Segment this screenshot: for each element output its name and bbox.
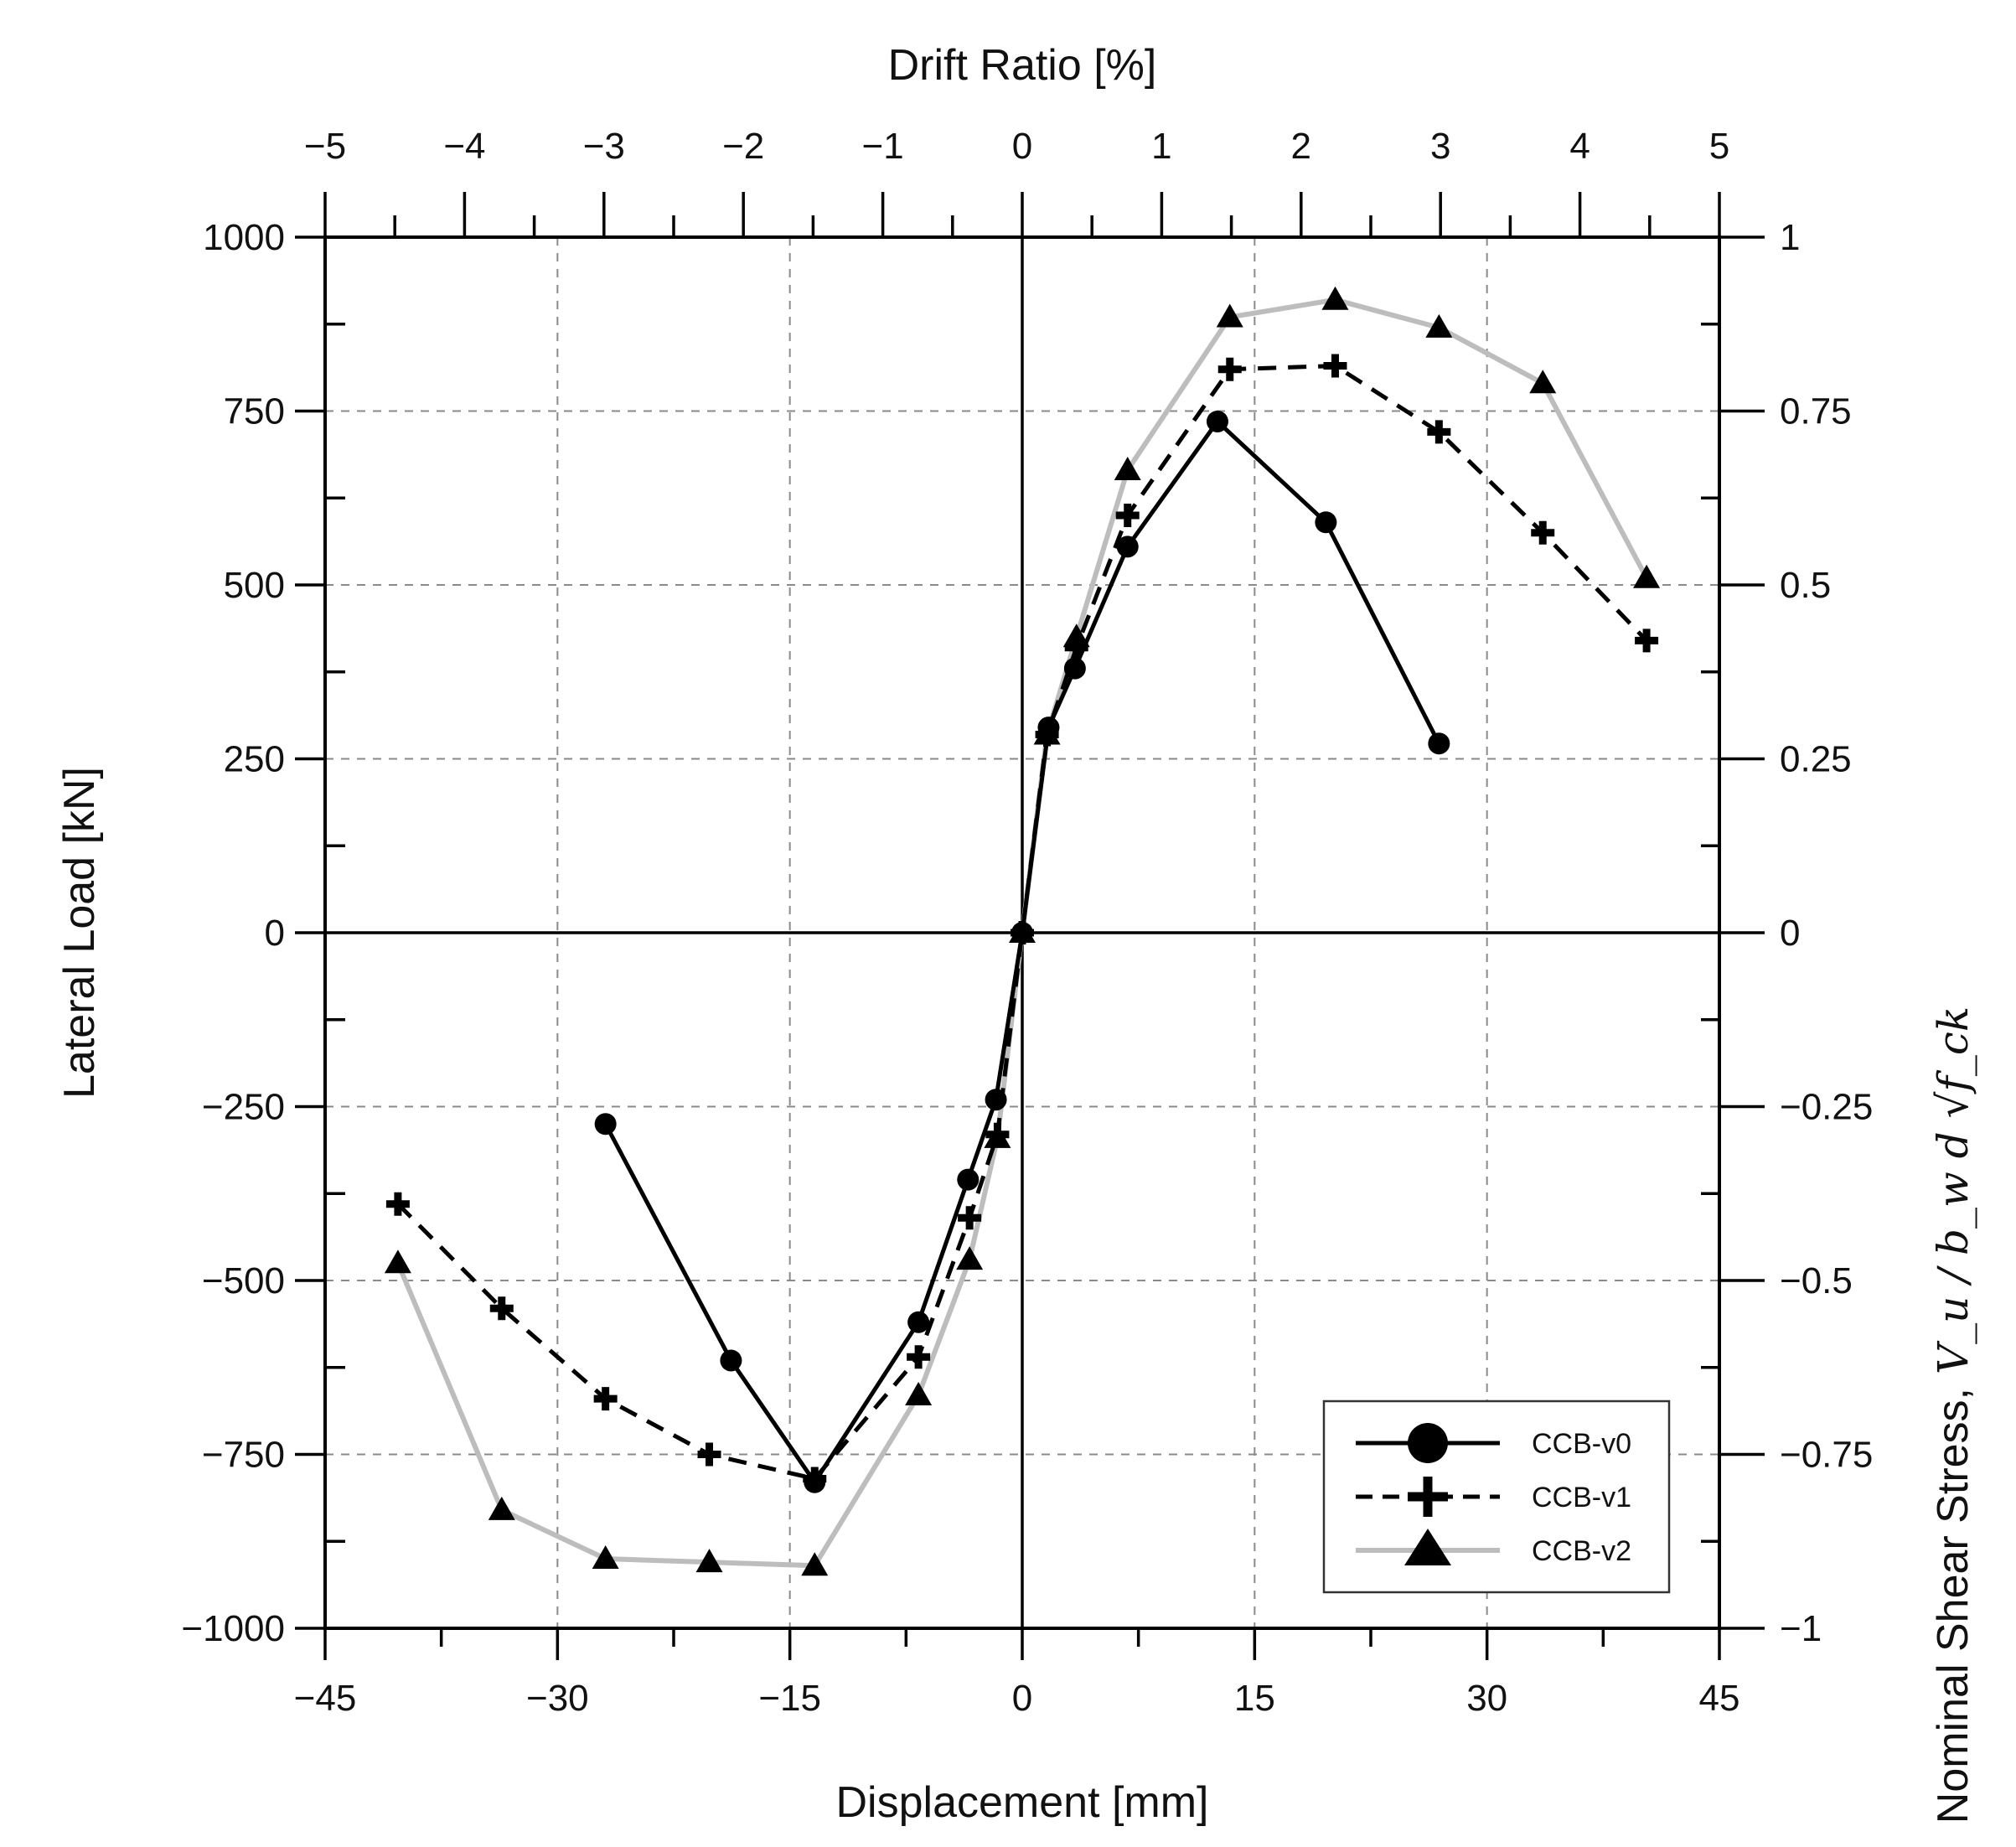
y-tick-label: 500	[224, 565, 285, 606]
data-point-ccb-v1	[1217, 357, 1242, 381]
data-point-ccb-v1	[1323, 354, 1347, 378]
data-point-ccb-v0	[907, 1311, 930, 1333]
data-point-ccb-v0	[594, 1113, 617, 1136]
data-point-ccb-v2	[488, 1496, 515, 1520]
x-tick-label: −45	[294, 1678, 357, 1719]
data-point-ccb-v1	[1531, 520, 1555, 545]
y2-tick-label: 0	[1780, 913, 1800, 954]
x-tick-label: −15	[758, 1678, 821, 1719]
data-point-ccb-v0	[957, 1168, 980, 1191]
right-axis-title-formula: V_u / b_w d √f_ck	[1929, 1006, 1977, 1374]
x2-tick-label: 5	[1709, 126, 1729, 167]
data-point-ccb-v0	[1116, 535, 1139, 558]
y2-tick-label: −1	[1780, 1608, 1822, 1649]
data-point-ccb-v2	[801, 1552, 829, 1576]
y-axis-title: Lateral Load [kN]	[55, 767, 104, 1099]
data-point-ccb-v2	[1321, 286, 1349, 310]
data-point-ccb-v2	[695, 1549, 723, 1573]
data-point-ccb-v1	[385, 1192, 410, 1216]
x2-tick-label: −4	[443, 126, 485, 167]
x-axis-title: Displacement [mm]	[836, 1778, 1209, 1827]
y2-tick-label: 1	[1780, 217, 1800, 258]
legend-label-ccb-v0: CCB-v0	[1532, 1428, 1631, 1460]
data-point-ccb-v2	[905, 1381, 933, 1405]
data-point-ccb-v0	[1315, 511, 1337, 534]
data-point-ccb-v2	[592, 1545, 619, 1569]
y2-tick-label: −0.75	[1780, 1435, 1873, 1476]
data-point-ccb-v1	[1115, 504, 1140, 527]
data-point-ccb-v1	[1635, 629, 1659, 653]
axis-ticks: −45 −30 −15 0 15 30 45−5 −4 −3 −2 −1 0 1 2 3 4 5−1000−75…	[181, 126, 1873, 1719]
x2-tick-label: 3	[1430, 126, 1450, 167]
data-point-ccb-v0	[1206, 410, 1228, 432]
data-point-ccb-v1	[985, 1122, 1010, 1146]
y-tick-label: 0	[265, 913, 285, 954]
data-point-ccb-v0	[1063, 657, 1086, 680]
data-point-ccb-v0	[1037, 717, 1060, 739]
y2-tick-label: −0.5	[1780, 1260, 1853, 1301]
y-tick-label: −1000	[181, 1608, 285, 1649]
x2-tick-label: 2	[1291, 126, 1311, 167]
data-point-ccb-v1	[697, 1442, 721, 1467]
data-point-ccb-v2	[1425, 313, 1453, 338]
legend-marker-ccb-v1	[1408, 1477, 1448, 1517]
data-point-ccb-v0	[985, 1089, 1007, 1111]
data-point-ccb-v2	[1114, 457, 1141, 481]
data-point-ccb-v1	[958, 1206, 982, 1230]
data-point-ccb-v2	[384, 1249, 411, 1274]
y2-tick-label: 0.5	[1780, 565, 1831, 606]
x2-tick-label: 4	[1569, 126, 1590, 167]
series-line-ccb-v1	[396, 364, 1648, 1482]
y2-tick-label: 0.25	[1780, 739, 1852, 780]
legend-marker-ccb-v2	[1404, 1529, 1451, 1565]
x2-tick-label: 0	[1012, 126, 1032, 167]
data-point-ccb-v2	[1633, 564, 1661, 588]
legend-item-ccb-v0: CCB-v0	[1356, 1423, 1631, 1463]
x2-tick-label: −2	[722, 126, 764, 167]
legend-marker-ccb-v0	[1408, 1423, 1448, 1463]
y-tick-label: 750	[224, 391, 285, 432]
data-point-ccb-v2	[956, 1246, 984, 1270]
data-point-ccb-v1	[1427, 420, 1451, 444]
data-point-ccb-v0	[1011, 922, 1033, 944]
x-tick-label: −30	[526, 1678, 589, 1719]
x2-tick-label: −1	[862, 126, 904, 167]
data-point-ccb-v0	[804, 1471, 826, 1493]
legend-item-ccb-v1: CCB-v1	[1356, 1477, 1631, 1517]
data-point-ccb-v1	[593, 1387, 618, 1411]
data-point-ccb-v2	[1062, 623, 1090, 648]
y-tick-label: −750	[202, 1435, 285, 1476]
data-point-ccb-v0	[720, 1349, 742, 1372]
y2-tick-label: −0.25	[1780, 1087, 1873, 1128]
legend: CCB-v0 CCB-v1 CCB-v2	[1322, 1399, 1671, 1594]
right-axis-title: Nominal Shear Stress, V_u / b_w d √f_ck	[1929, 1006, 1977, 1824]
right-axis-title-text: Nominal Shear Stress,	[1929, 1388, 1977, 1824]
y-tick-label: −500	[202, 1260, 285, 1301]
legend-item-ccb-v2: CCB-v2	[1356, 1529, 1631, 1567]
series-ccb-v0	[594, 410, 1450, 1493]
right-axis-formula-text: V_u / b_w d √f_ck	[1929, 1006, 1977, 1374]
top-axis-title: Drift Ratio [%]	[888, 41, 1157, 90]
data-point-ccb-v2	[1529, 370, 1557, 394]
data-point-ccb-v2	[1216, 303, 1243, 328]
y-tick-label: −250	[202, 1087, 285, 1128]
data-point-ccb-v0	[1428, 732, 1450, 755]
x-tick-label: 45	[1699, 1678, 1740, 1719]
x-tick-label: 30	[1466, 1678, 1507, 1719]
series	[384, 286, 1661, 1576]
x-tick-label: 15	[1234, 1678, 1275, 1719]
data-point-ccb-v1	[907, 1345, 931, 1369]
legend-label-ccb-v2: CCB-v2	[1532, 1535, 1631, 1567]
y-tick-label: 1000	[203, 217, 285, 258]
y-tick-label: 250	[224, 739, 285, 780]
data-point-ccb-v1	[489, 1296, 514, 1321]
y2-tick-label: 0.75	[1780, 391, 1852, 432]
x2-tick-label: 1	[1151, 126, 1171, 167]
x2-tick-label: −3	[583, 126, 625, 167]
x-tick-label: 0	[1012, 1678, 1032, 1719]
x2-tick-label: −5	[304, 126, 346, 167]
legend-label-ccb-v1: CCB-v1	[1532, 1482, 1631, 1513]
